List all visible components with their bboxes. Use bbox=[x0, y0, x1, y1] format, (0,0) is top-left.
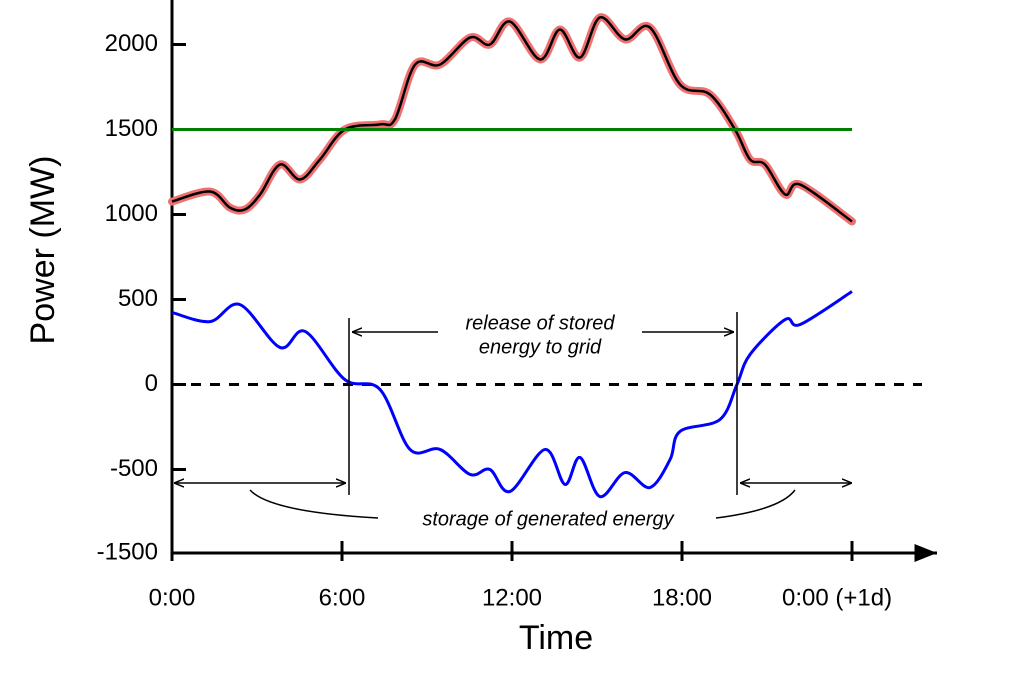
x-axis-title: Time bbox=[519, 619, 593, 657]
y-tick-label: 0 bbox=[145, 370, 158, 397]
line-halo bbox=[168, 13, 856, 226]
annotation: storage of generated energy bbox=[422, 508, 674, 530]
x-tick-label: 6:00 bbox=[319, 584, 366, 611]
leader bbox=[249, 489, 379, 519]
y-tick-label: 1500 bbox=[105, 115, 158, 142]
leader bbox=[715, 489, 796, 519]
x-tick-label: 18:00 bbox=[652, 584, 712, 611]
annotation: energy to grid bbox=[479, 336, 602, 358]
plot-area: 2000 1500 1000 500 0 -500 -1500 0:00 6:00 12:00 18… bbox=[97, 0, 937, 611]
y-axis-title: Power (MW) bbox=[24, 156, 62, 345]
line bbox=[171, 16, 853, 223]
y-tick-label: 500 bbox=[118, 285, 158, 312]
y-tick-label: 2000 bbox=[105, 30, 158, 57]
y-tick-label: -500 bbox=[110, 455, 158, 482]
x-tick-label: 0:00 (+1d) bbox=[782, 584, 892, 611]
annotation-brackets bbox=[174, 312, 852, 519]
y-tick-label: -1500 bbox=[97, 538, 158, 565]
x-tick-label: 12:00 bbox=[482, 584, 542, 611]
y-tick-label: 1000 bbox=[105, 200, 158, 227]
annotation: release of stored bbox=[466, 312, 616, 334]
line bbox=[171, 290, 853, 499]
x-tick-label: 0:00 bbox=[149, 584, 196, 611]
